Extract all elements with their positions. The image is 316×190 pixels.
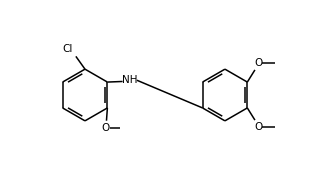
Text: O: O <box>254 58 263 68</box>
Text: Cl: Cl <box>63 44 73 54</box>
Text: O: O <box>102 123 110 133</box>
Text: NH: NH <box>122 75 137 85</box>
Text: O: O <box>254 122 263 132</box>
